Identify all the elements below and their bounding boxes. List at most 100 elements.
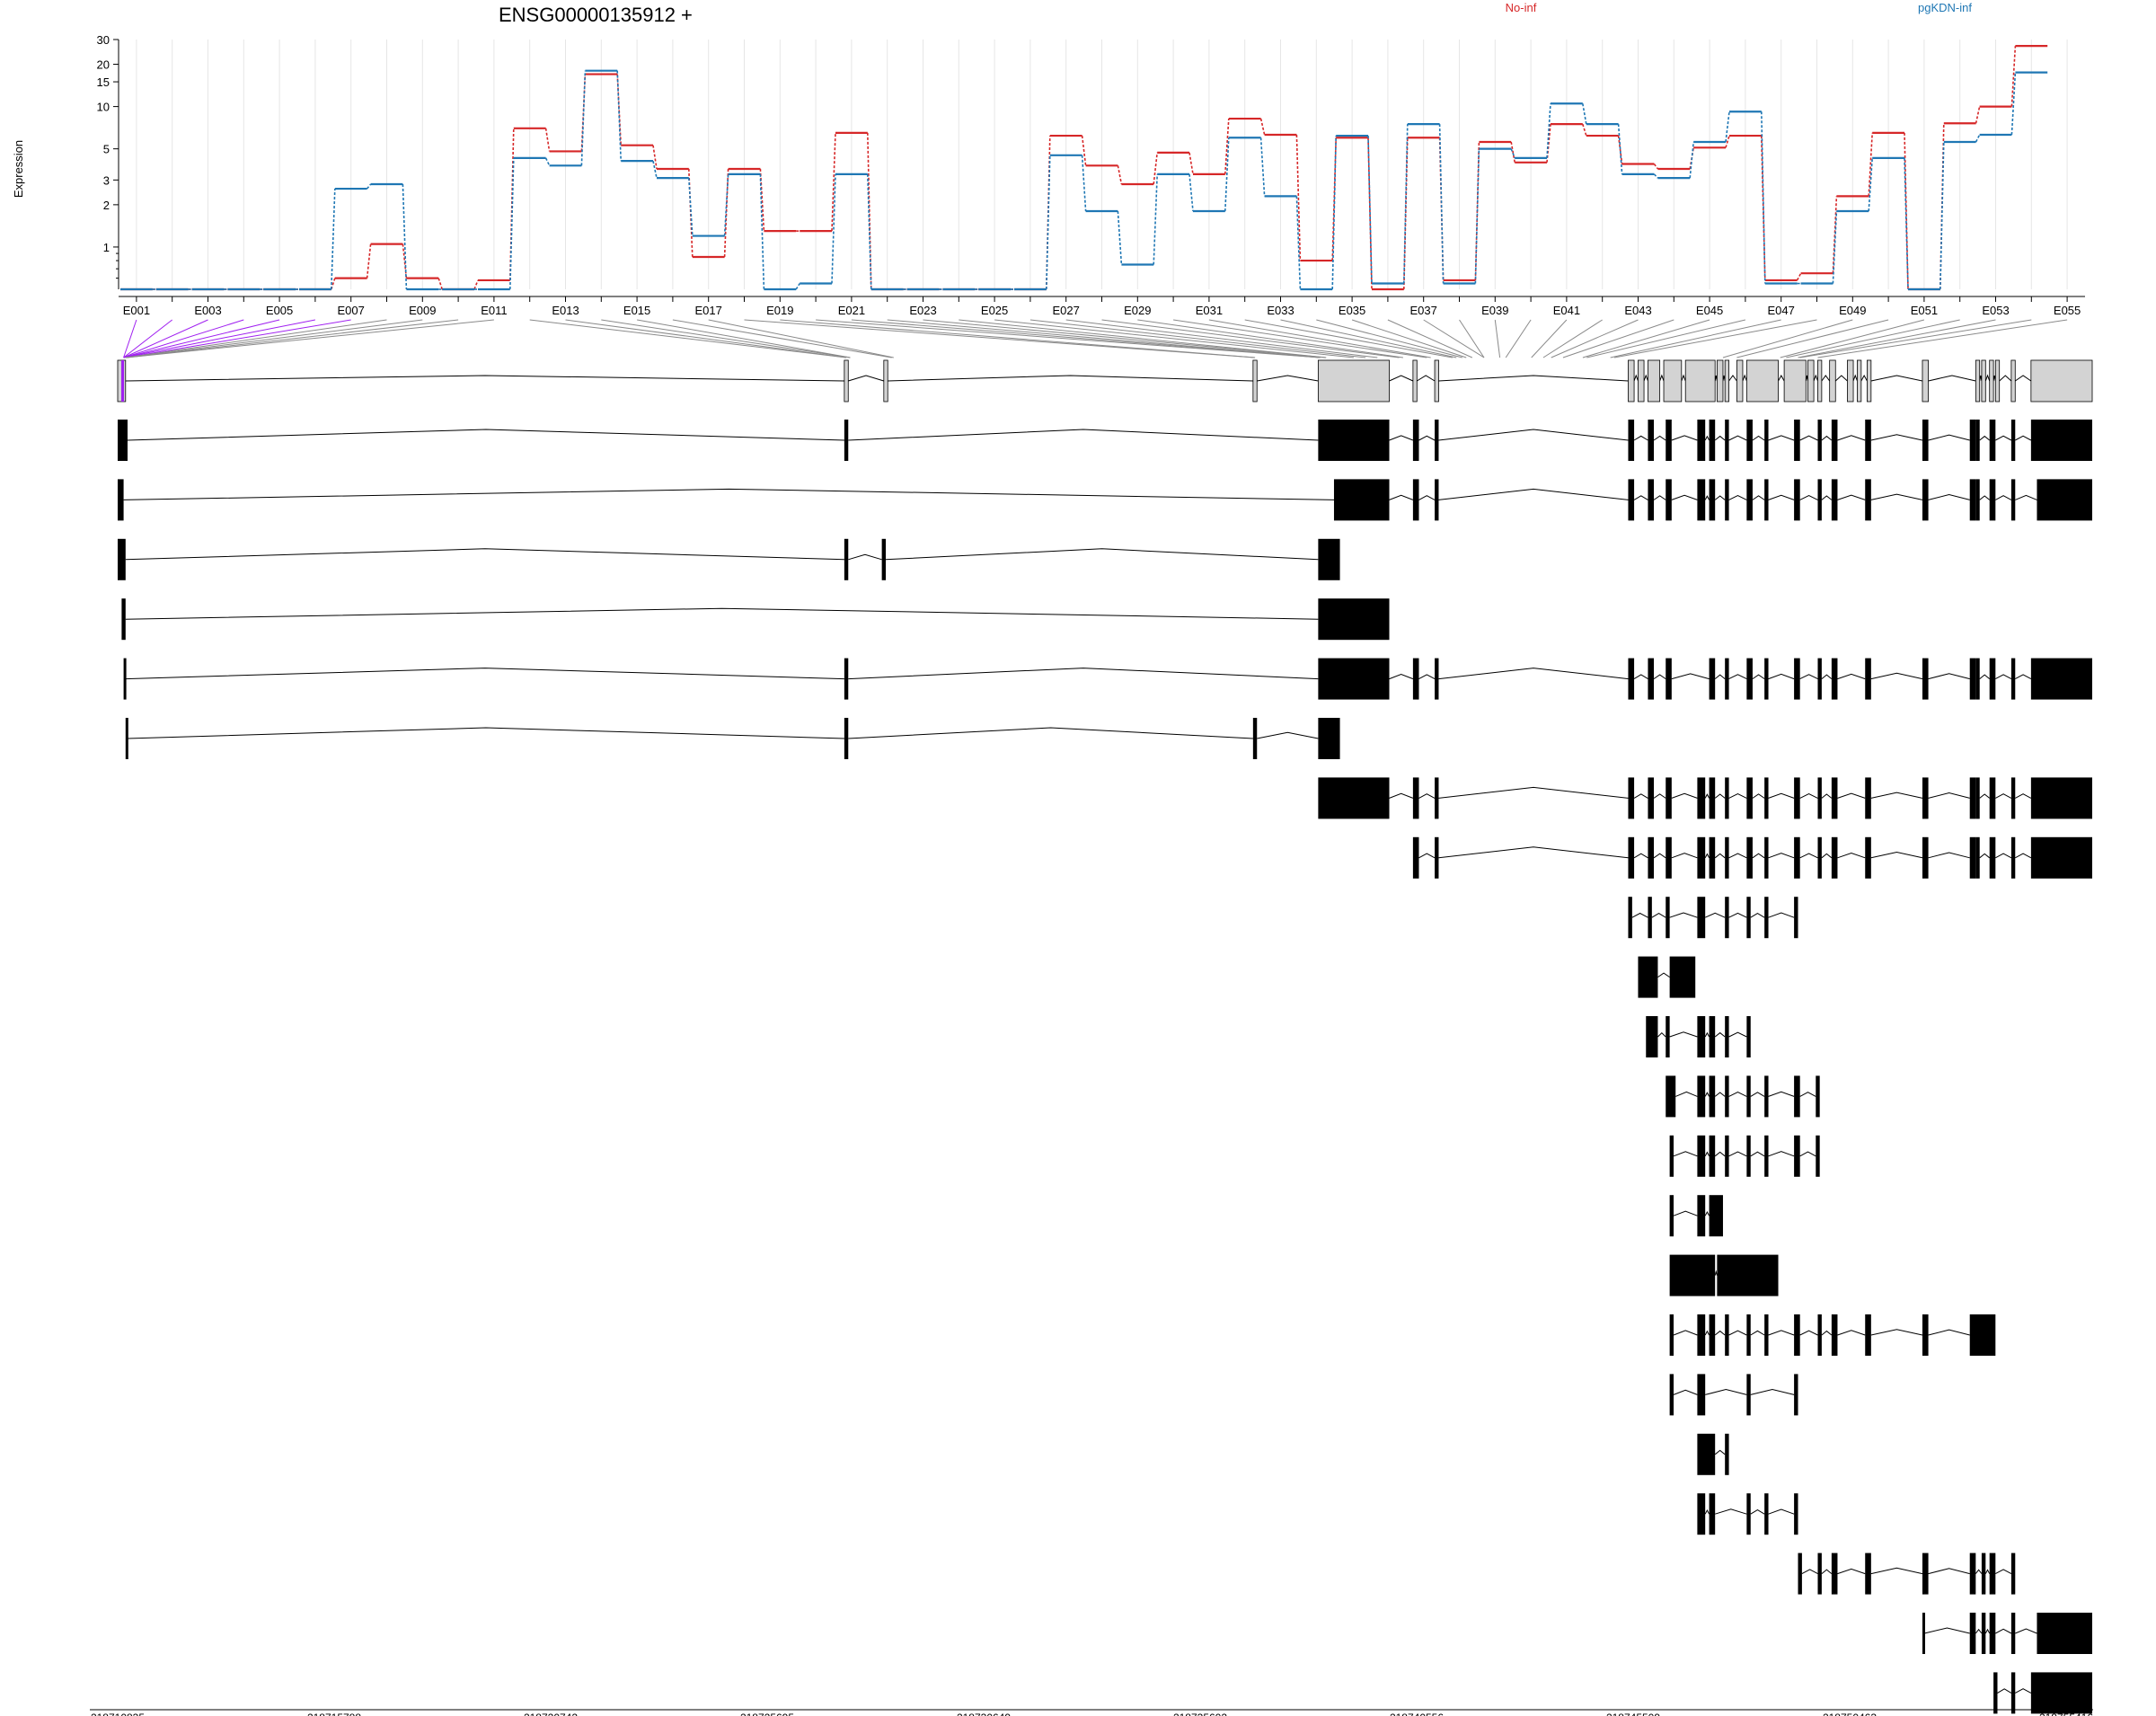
exon-connector — [123, 319, 208, 358]
intron-line — [1750, 1092, 1765, 1097]
transcript-exon — [1318, 420, 1390, 461]
exon-label: E011 — [481, 304, 507, 317]
series-connector — [1224, 137, 1230, 212]
intron-line — [1752, 674, 1765, 680]
gene-model-exon — [1684, 359, 1716, 402]
gene-model-exon — [844, 359, 849, 402]
transcript-exon — [1764, 658, 1769, 700]
intron-line — [1671, 435, 1698, 441]
intron-line — [1799, 495, 1818, 500]
transcript-exon — [1764, 479, 1769, 521]
exon-label: E039 — [1481, 304, 1508, 317]
transcript-exon — [1746, 777, 1753, 819]
intron-line — [1675, 1091, 1698, 1097]
transcript-exon — [1666, 1075, 1676, 1118]
intron-line — [1924, 1627, 1970, 1634]
transcript-row — [1669, 1254, 1779, 1296]
exon-connector — [126, 319, 494, 358]
transcript-exon — [1412, 836, 1419, 879]
transcript-exon — [1709, 1314, 1716, 1356]
exon-connector — [959, 319, 1327, 358]
transcript-exon — [1746, 1016, 1751, 1057]
y-tick-label: 10 — [97, 101, 110, 114]
genomic-tick-label: 218735602 — [1173, 1712, 1227, 1716]
transcript-exon — [1865, 1314, 1871, 1356]
intron-line — [1870, 434, 1923, 441]
series-connector — [652, 145, 658, 170]
transcript-exon — [1794, 479, 1800, 521]
transcript-row — [1922, 1613, 2092, 1654]
intron-line — [1837, 792, 1866, 799]
transcript-exon — [1669, 956, 1696, 998]
intron-line — [127, 727, 844, 739]
intron-line — [1768, 435, 1795, 441]
transcript-exon — [1922, 479, 1929, 521]
series-connector — [1081, 135, 1087, 166]
transcript-exon — [1817, 1314, 1822, 1356]
transcript-exon — [1725, 1314, 1729, 1356]
transcript-row — [118, 420, 2092, 461]
intron-line — [1704, 1031, 1710, 1038]
intron-line — [1653, 853, 1666, 859]
legend-label-no-inf: No-inf — [1506, 1, 1537, 14]
transcript-exon — [1628, 420, 1635, 461]
transcript-exon — [1669, 1314, 1674, 1356]
genomic-tick-label: 218725695 — [740, 1712, 794, 1716]
intron-line — [1870, 1329, 1923, 1336]
intron-line — [1704, 1151, 1710, 1157]
genomic-tick-label: 218720742 — [524, 1712, 578, 1716]
series-connector — [366, 183, 372, 190]
intron-line — [2015, 674, 2032, 680]
transcript-exon — [1746, 836, 1753, 879]
exon-label: E041 — [1553, 304, 1580, 317]
series-connector — [509, 128, 515, 280]
exon-connector — [1562, 319, 1674, 358]
intron-line — [1418, 793, 1436, 799]
exon-connector — [1065, 319, 1378, 358]
transcript-exon — [1989, 420, 1996, 461]
intron-line — [1728, 853, 1747, 859]
transcript-exon — [1666, 479, 1672, 521]
series-connector — [1761, 111, 1766, 284]
intron-line — [1389, 792, 1414, 799]
gene-model-exon — [1981, 359, 1986, 402]
intron-line — [1704, 435, 1710, 441]
series-connector — [1403, 124, 1409, 284]
transcript-exon — [1922, 658, 1929, 700]
intron-line — [1750, 1330, 1765, 1336]
intron-line — [1821, 674, 1833, 679]
series-connector — [1153, 152, 1158, 185]
series-connector — [1188, 173, 1194, 212]
transcript-row — [1412, 836, 2092, 879]
intron-line — [1728, 1151, 1747, 1157]
exon-connector — [1722, 319, 1853, 358]
transcript-exon — [1697, 1374, 1706, 1416]
series-connector — [1510, 148, 1515, 159]
series-connector — [1046, 155, 1051, 290]
series-pgkdn-inf — [120, 69, 2048, 291]
series-connector — [1832, 210, 1838, 284]
exon-connector — [1610, 319, 1781, 358]
intron-line — [2015, 1628, 2037, 1634]
genomic-tick-label: 218710835 — [91, 1712, 145, 1716]
exon-label: E033 — [1267, 304, 1294, 317]
gene-model-exon — [1716, 359, 1724, 402]
exon-label: E003 — [194, 304, 221, 317]
intron-line — [1750, 1388, 1795, 1395]
transcript-exon — [1794, 1374, 1798, 1416]
gene-model-exon — [1994, 359, 2001, 402]
series-connector — [437, 278, 443, 290]
intron-line — [1728, 435, 1747, 441]
intron-line — [1995, 793, 2012, 799]
exon-connector — [1613, 319, 1817, 358]
y-axis: 1 2 3 5 10 15 20 30 — [97, 33, 119, 289]
intron-line — [1714, 1269, 1718, 1276]
transcript-exon — [1817, 479, 1822, 521]
intron-line — [1834, 375, 1848, 382]
intron-line — [1673, 1389, 1698, 1395]
transcript-exon — [1725, 1075, 1729, 1118]
transcript-exon — [1648, 479, 1655, 521]
exon-connector — [1173, 319, 1427, 358]
intron-line — [1995, 853, 2012, 859]
